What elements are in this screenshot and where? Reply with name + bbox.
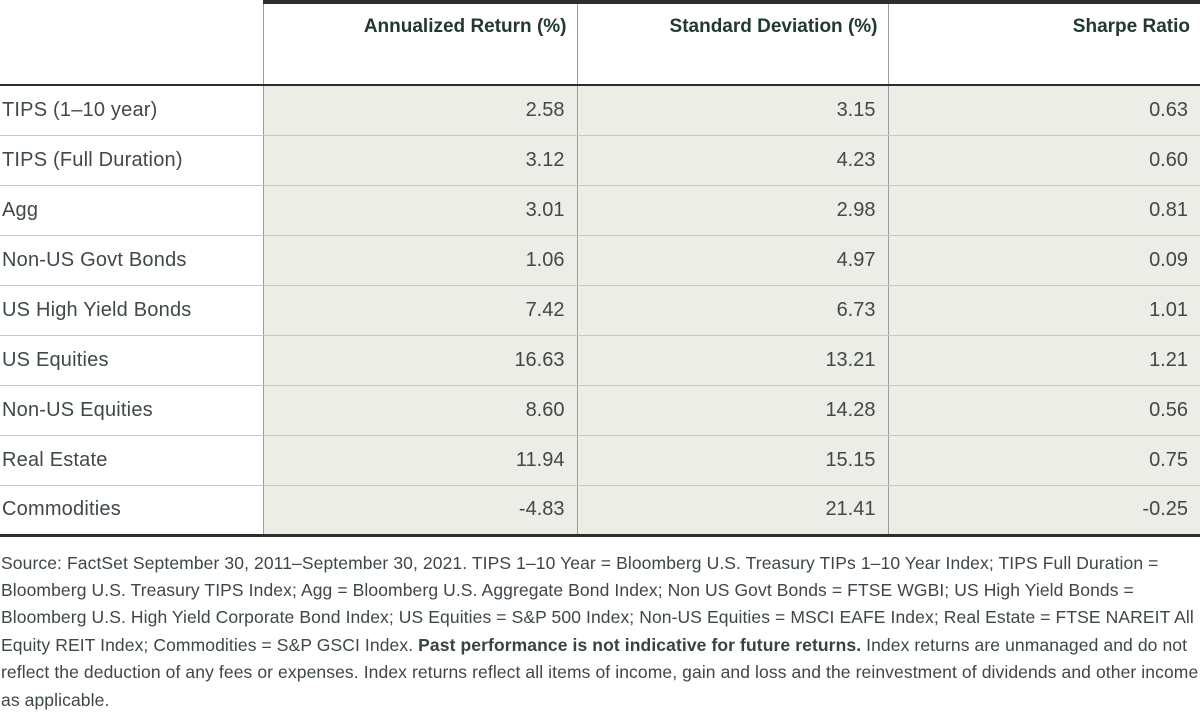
standard-deviation-cell: 13.21 [576, 335, 888, 386]
annualized-return-cell: 1.06 [262, 235, 577, 286]
table-row: Commodities -4.83 21.41 -0.25 [0, 485, 1200, 537]
table-row: US High Yield Bonds 7.42 6.73 1.01 [0, 285, 1200, 336]
asset-class-performance-table: Annualized Return (%) Standard Deviation… [0, 0, 1200, 537]
standard-deviation-cell: 4.23 [576, 135, 888, 186]
annualized-return-cell: -4.83 [262, 485, 577, 537]
row-label: US Equities [0, 335, 263, 386]
annualized-return-cell: 3.01 [262, 185, 577, 236]
table-row: TIPS (Full Duration) 3.12 4.23 0.60 [0, 135, 1200, 186]
row-label: TIPS (Full Duration) [0, 135, 263, 186]
row-label: Real Estate [0, 435, 263, 486]
column-header-sharpe-ratio: Sharpe Ratio [887, 0, 1200, 86]
sharpe-ratio-cell: 0.09 [887, 235, 1200, 286]
source-footnote: Source: FactSet September 30, 2011–Septe… [1, 550, 1199, 714]
sharpe-ratio-cell: -0.25 [887, 485, 1200, 537]
table-row: Agg 3.01 2.98 0.81 [0, 185, 1200, 236]
standard-deviation-cell: 14.28 [576, 385, 888, 436]
table-row: TIPS (1–10 year) 2.58 3.15 0.63 [0, 85, 1200, 136]
annualized-return-cell: 3.12 [262, 135, 577, 186]
column-header-annualized-return: Annualized Return (%) [262, 0, 577, 86]
standard-deviation-cell: 6.73 [576, 285, 888, 336]
corner-cell [0, 2, 263, 86]
annualized-return-cell: 2.58 [262, 85, 577, 136]
annualized-return-cell: 7.42 [262, 285, 577, 336]
table-row: Non-US Govt Bonds 1.06 4.97 0.09 [0, 235, 1200, 286]
standard-deviation-cell: 3.15 [576, 85, 888, 136]
row-label: Non-US Equities [0, 385, 263, 436]
column-header-standard-deviation: Standard Deviation (%) [576, 0, 888, 86]
annualized-return-cell: 16.63 [262, 335, 577, 386]
sharpe-ratio-cell: 0.60 [887, 135, 1200, 186]
footnote-text-after-bold: Index returns are unmanaged and do not r… [1, 634, 1199, 710]
standard-deviation-cell: 21.41 [576, 485, 888, 537]
table-row: Non-US Equities 8.60 14.28 0.56 [0, 385, 1200, 436]
sharpe-ratio-cell: 0.56 [887, 385, 1200, 436]
sharpe-ratio-cell: 1.01 [887, 285, 1200, 336]
header-row: Annualized Return (%) Standard Deviation… [0, 0, 1200, 86]
standard-deviation-cell: 2.98 [576, 185, 888, 236]
footnote-text-before-bold: Source: FactSet September 30, 2011–Septe… [1, 552, 1194, 655]
table-row: US Equities 16.63 13.21 1.21 [0, 335, 1200, 386]
standard-deviation-cell: 15.15 [576, 435, 888, 486]
table-row: Real Estate 11.94 15.15 0.75 [0, 435, 1200, 486]
row-label: US High Yield Bonds [0, 285, 263, 336]
sharpe-ratio-cell: 0.75 [887, 435, 1200, 486]
annualized-return-cell: 8.60 [262, 385, 577, 436]
row-label: Non-US Govt Bonds [0, 235, 263, 286]
annualized-return-cell: 11.94 [262, 435, 577, 486]
sharpe-ratio-cell: 0.63 [887, 85, 1200, 136]
sharpe-ratio-cell: 1.21 [887, 335, 1200, 386]
sharpe-ratio-cell: 0.81 [887, 185, 1200, 236]
standard-deviation-cell: 4.97 [576, 235, 888, 286]
row-label: Commodities [0, 485, 263, 537]
footnote-bold-disclaimer: Past performance is not indicative for f… [418, 634, 862, 655]
row-label: Agg [0, 185, 263, 236]
row-label: TIPS (1–10 year) [0, 85, 263, 136]
